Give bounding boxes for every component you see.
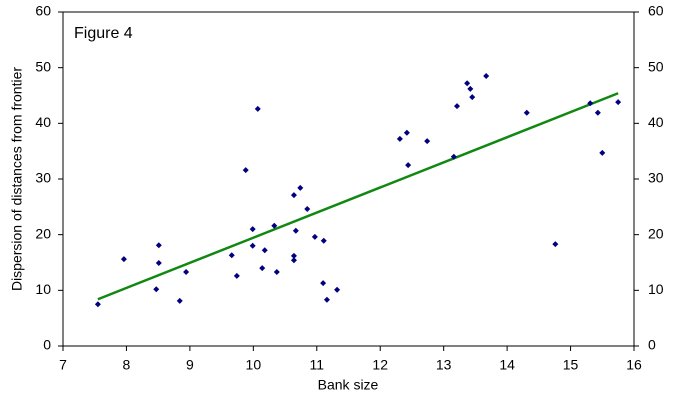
y2-tick-label: 60 (648, 3, 664, 19)
point (176, 297, 183, 304)
trend-line (97, 92, 619, 301)
y2-tick-label: 30 (648, 170, 664, 186)
y2-tick-label: 50 (648, 58, 664, 74)
point (523, 109, 530, 116)
x-tick-label: 13 (436, 357, 452, 373)
point (334, 286, 341, 293)
point (290, 252, 297, 259)
x-tick-label: 15 (563, 357, 579, 373)
point (311, 233, 318, 240)
point (464, 80, 471, 87)
point (183, 268, 190, 275)
point (469, 94, 476, 101)
y-axis-label: Dispersion of distances from frontier (9, 67, 25, 291)
point (396, 135, 403, 142)
y2-tick-label: 0 (648, 337, 656, 353)
point (320, 237, 327, 244)
x-tick-label: 14 (499, 357, 515, 373)
point (249, 226, 256, 233)
point (323, 296, 330, 303)
point (290, 192, 297, 199)
x-tick-label: 11 (310, 357, 325, 373)
point (587, 100, 594, 107)
point (594, 109, 601, 116)
point (94, 301, 101, 308)
point (249, 242, 256, 249)
point (615, 99, 622, 106)
point (424, 138, 431, 145)
point (304, 206, 311, 213)
y-tick-label: 40 (35, 114, 51, 130)
y-tick-label: 20 (35, 225, 51, 241)
y-tick-label: 30 (35, 170, 51, 186)
x-tick-label: 10 (246, 357, 262, 373)
point (320, 280, 327, 287)
point (261, 247, 268, 254)
y-tick-label: 50 (35, 58, 51, 74)
point (290, 257, 297, 264)
point (271, 222, 278, 229)
point (552, 241, 559, 248)
point (450, 153, 457, 160)
plot-frame (62, 11, 635, 347)
point (467, 85, 474, 92)
x-tick-label: 16 (626, 357, 642, 373)
point (233, 272, 240, 279)
point (297, 184, 304, 191)
point (120, 256, 127, 263)
point (483, 73, 490, 80)
x-tick-label: 12 (372, 357, 388, 373)
point (405, 162, 412, 169)
y2-tick-label: 10 (648, 281, 664, 297)
y-tick-label: 0 (43, 337, 51, 353)
point (403, 129, 410, 136)
point (292, 227, 299, 234)
x-axis-label: Bank size (318, 377, 379, 393)
point (155, 242, 162, 249)
x-tick-label: 7 (59, 357, 67, 373)
point (254, 105, 261, 112)
annotation: Figure 4 (74, 25, 133, 42)
point (153, 286, 160, 293)
point (599, 149, 606, 156)
y2-tick-label: 40 (648, 114, 664, 130)
point (242, 167, 249, 174)
y-tick-label: 60 (35, 3, 51, 19)
y2-tick-label: 20 (648, 225, 664, 241)
x-tick-label: 9 (186, 357, 194, 373)
point (453, 103, 460, 110)
point (273, 268, 280, 275)
x-tick-label: 8 (123, 357, 131, 373)
point (259, 265, 266, 272)
point (228, 252, 235, 259)
y-tick-label: 10 (35, 281, 51, 297)
point (155, 260, 162, 267)
